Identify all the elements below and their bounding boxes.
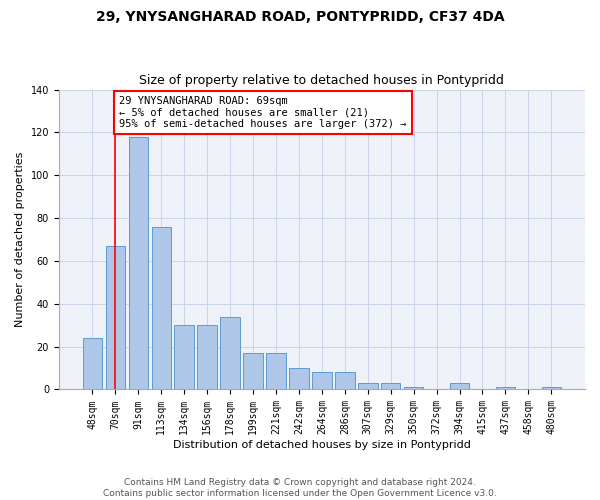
Bar [312,372,332,390]
Bar [266,353,286,390]
Bar [128,136,148,390]
Text: Contains HM Land Registry data © Crown copyright and database right 2024.
Contai: Contains HM Land Registry data © Crown c… [103,478,497,498]
Bar [542,388,561,390]
Bar [220,316,240,390]
Y-axis label: Number of detached properties: Number of detached properties [15,152,25,327]
Bar [289,368,308,390]
Bar [106,246,125,390]
Bar [152,226,171,390]
Bar [450,383,469,390]
Bar [358,383,377,390]
Bar [244,353,263,390]
X-axis label: Distribution of detached houses by size in Pontypridd: Distribution of detached houses by size … [173,440,471,450]
Bar [404,388,424,390]
Text: 29 YNYSANGHARAD ROAD: 69sqm
← 5% of detached houses are smaller (21)
95% of semi: 29 YNYSANGHARAD ROAD: 69sqm ← 5% of deta… [119,96,406,129]
Bar [381,383,400,390]
Bar [83,338,102,390]
Text: 29, YNYSANGHARAD ROAD, PONTYPRIDD, CF37 4DA: 29, YNYSANGHARAD ROAD, PONTYPRIDD, CF37 … [95,10,505,24]
Bar [496,388,515,390]
Bar [197,325,217,390]
Title: Size of property relative to detached houses in Pontypridd: Size of property relative to detached ho… [139,74,505,87]
Bar [175,325,194,390]
Bar [335,372,355,390]
